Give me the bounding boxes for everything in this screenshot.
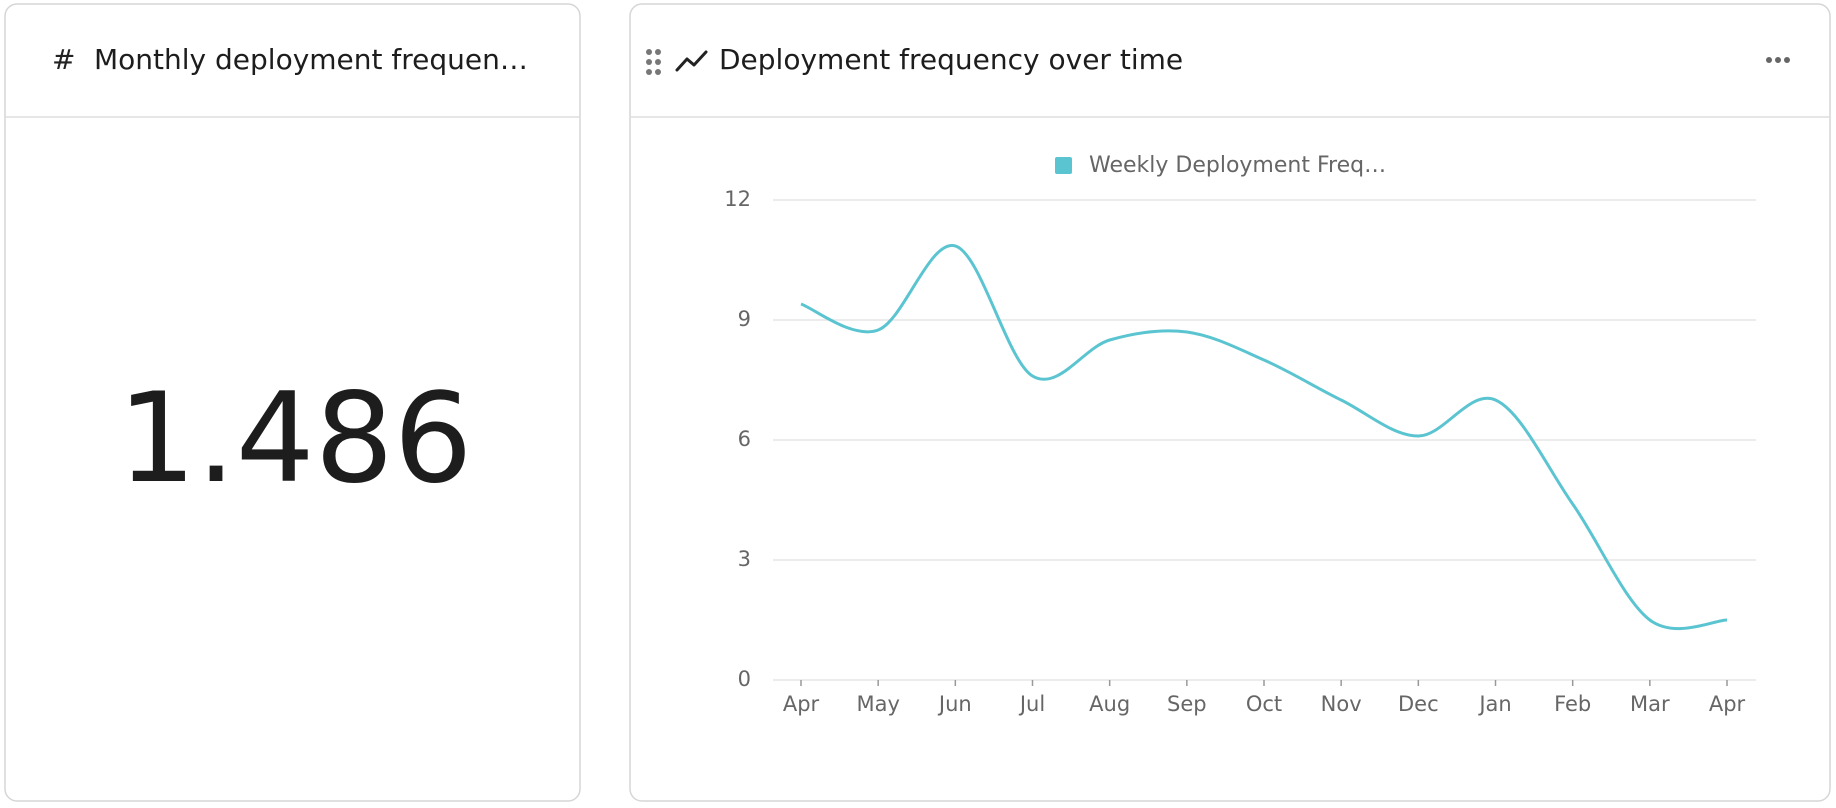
x-tick-label: Jun [937,692,972,716]
chart-card [629,3,1831,802]
y-tick-label: 3 [738,547,751,571]
x-tick-label: Aug [1089,692,1130,716]
chart-title: Deployment frequency over time [719,43,1183,76]
x-tick-label: Nov [1321,692,1362,716]
kpi-card [4,3,581,802]
kpi-value: 1.486 [118,367,473,511]
line-series [800,244,1728,631]
legend-swatch [1055,157,1072,174]
x-tick-label: Mar [1630,692,1670,716]
x-tick-label: Dec [1398,692,1439,716]
drag-handle[interactable] [646,49,661,75]
x-tick-label: Jul [1018,692,1045,716]
plot: 0 3 6 9 12 Apr May Jun Jul Aug Sep Oct Nov Dec Jan Feb M… [724,153,1756,716]
x-tick-label: Apr [1709,692,1746,716]
legend-label: Weekly Deployment Freq… [1089,153,1386,178]
kpi-title: Monthly deployment frequen… [94,43,528,76]
x-tick-label: Oct [1246,692,1282,716]
x-tick-label: Sep [1167,692,1207,716]
x-tick-label: Feb [1554,692,1591,716]
y-tick-label: 9 [738,307,751,331]
y-tick-label: 12 [724,187,751,211]
x-tick-label: Jan [1477,692,1511,716]
y-tick-label: 0 [738,667,751,691]
x-tick-label: May [856,692,899,716]
line-chart-icon [675,50,708,72]
y-tick-label: 6 [738,427,751,451]
hash-icon: # [52,43,75,76]
x-tick-label: Apr [783,692,820,716]
more-menu[interactable] [1766,57,1790,63]
